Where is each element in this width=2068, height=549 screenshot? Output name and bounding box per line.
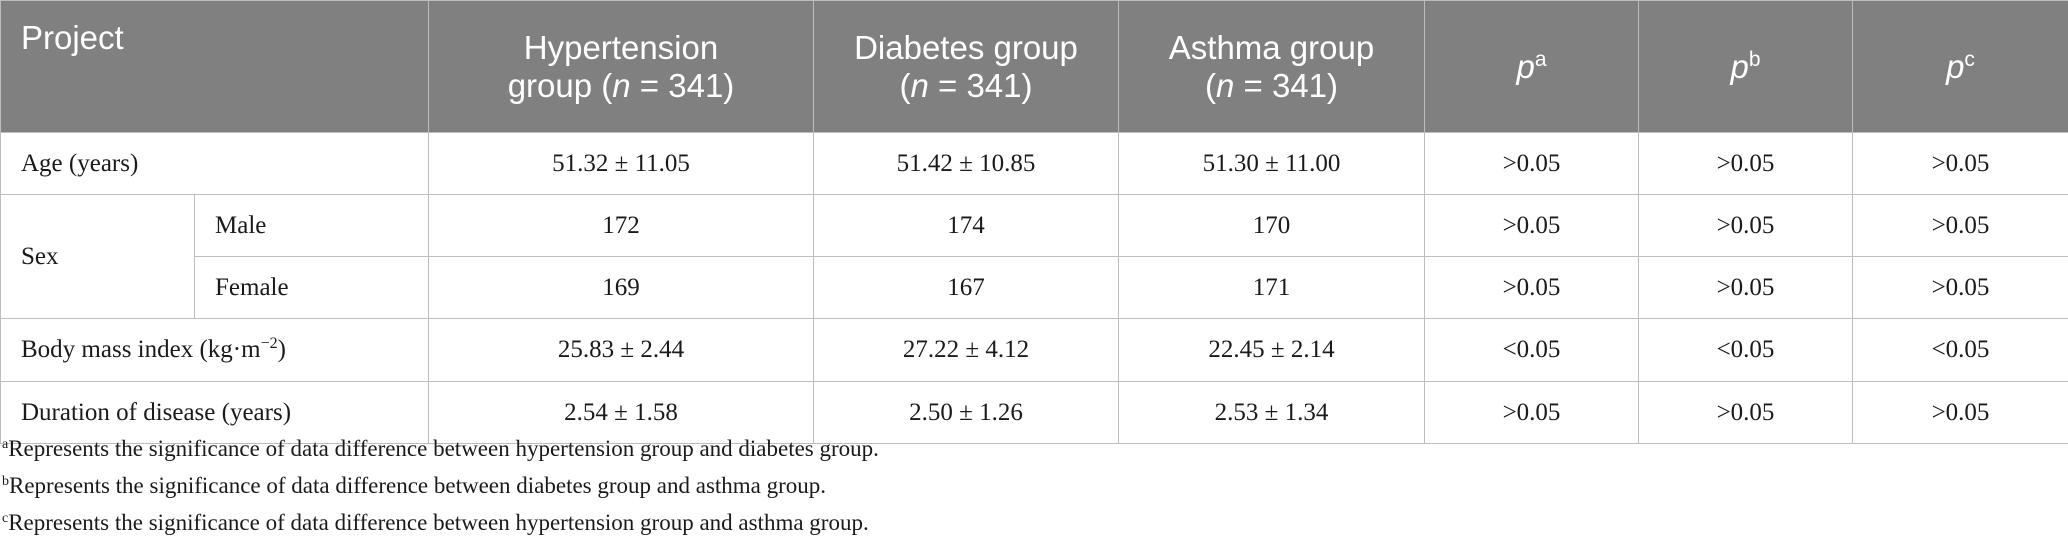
header-diabetes-group: Diabetes group (n = 341) [813,0,1119,133]
header-project: Project [0,0,429,133]
footnote-b: bRepresents the significance of data dif… [2,473,827,498]
cell-duration-hypertension: 2.54 ± 1.58 [428,381,814,444]
cell-age-asthma: 51.30 ± 11.00 [1118,132,1425,195]
header-p-c: pc [1852,0,2068,133]
row-sublabel-female: Female [194,256,429,319]
row-label-duration: Duration of disease (years) [0,381,429,444]
header-p-a: pa [1424,0,1639,133]
footnote-c: cRepresents the significance of data dif… [2,510,869,535]
cell-duration-p-a: >0.05 [1424,381,1639,444]
row-label-age: Age (years) [0,132,429,195]
cell-female-hypertension: 169 [428,256,814,319]
cell-female-p-a: >0.05 [1424,256,1639,319]
cell-male-diabetes: 174 [813,194,1119,257]
footnote-a: aRepresents the significance of data dif… [2,436,879,461]
cell-female-asthma: 171 [1118,256,1425,319]
header-p-b: pb [1638,0,1853,133]
header-asthma-group: Asthma group (n = 341) [1118,0,1425,133]
row-label-sex: Sex [0,194,195,319]
cell-bmi-asthma: 22.45 ± 2.14 [1118,318,1425,382]
table-figure: Project Hypertension group (n = 341) Dia… [0,0,2068,535]
header-hypertension-group: Hypertension group (n = 341) [428,0,814,133]
cell-male-p-a: >0.05 [1424,194,1639,257]
header-row: Project Hypertension group (n = 341) Dia… [0,0,2068,133]
cell-male-p-c: >0.05 [1852,194,2068,257]
cell-age-hypertension: 51.32 ± 11.05 [428,132,814,195]
cell-duration-p-b: >0.05 [1638,381,1853,444]
cell-duration-asthma: 2.53 ± 1.34 [1118,381,1425,444]
cell-female-p-c: >0.05 [1852,256,2068,319]
baseline-characteristics-table: Project Hypertension group (n = 341) Dia… [0,0,2068,444]
table-row-duration: Duration of disease (years) 2.54 ± 1.58 … [0,381,2068,444]
cell-duration-diabetes: 2.50 ± 1.26 [813,381,1119,444]
cell-age-p-c: >0.05 [1852,132,2068,195]
cell-age-diabetes: 51.42 ± 10.85 [813,132,1119,195]
table-footnotes: aRepresents the significance of data dif… [2,430,879,541]
cell-female-p-b: >0.05 [1638,256,1853,319]
cell-bmi-p-c: <0.05 [1852,318,2068,382]
cell-male-asthma: 170 [1118,194,1425,257]
table-row-bmi: Body mass index (kg·m−2) 25.83 ± 2.44 27… [0,318,2068,382]
cell-bmi-p-a: <0.05 [1424,318,1639,382]
cell-bmi-p-b: <0.05 [1638,318,1853,382]
cell-bmi-hypertension: 25.83 ± 2.44 [428,318,814,382]
cell-age-p-a: >0.05 [1424,132,1639,195]
table-row-sex-female: Female 169 167 171 >0.05 >0.05 >0.05 [1,256,2068,319]
cell-bmi-diabetes: 27.22 ± 4.12 [813,318,1119,382]
cell-age-p-b: >0.05 [1638,132,1853,195]
table-row-sex-male: Sex Male 172 174 170 >0.05 >0.05 >0.05 [0,194,2068,319]
row-sublabel-male: Male [194,194,429,257]
cell-female-diabetes: 167 [813,256,1119,319]
cell-male-hypertension: 172 [428,194,814,257]
table-row-age: Age (years) 51.32 ± 11.05 51.42 ± 10.85 … [0,132,2068,195]
cell-male-p-b: >0.05 [1638,194,1853,257]
row-label-bmi: Body mass index (kg·m−2) [0,318,429,382]
cell-duration-p-c: >0.05 [1852,381,2068,444]
